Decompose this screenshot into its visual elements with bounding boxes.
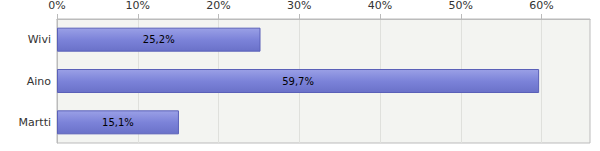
svg-text:30%: 30% bbox=[287, 0, 311, 12]
svg-text:10%: 10% bbox=[126, 0, 150, 12]
svg-text:20%: 20% bbox=[206, 0, 230, 12]
svg-text:40%: 40% bbox=[368, 0, 392, 12]
svg-text:0%: 0% bbox=[48, 0, 65, 12]
svg-text:Aino: Aino bbox=[27, 75, 52, 88]
svg-text:15,1%: 15,1% bbox=[102, 117, 134, 128]
svg-text:25,2%: 25,2% bbox=[143, 34, 175, 45]
svg-text:50%: 50% bbox=[449, 0, 473, 12]
svg-text:59,7%: 59,7% bbox=[282, 76, 314, 87]
svg-text:Wivi: Wivi bbox=[28, 33, 51, 46]
svg-text:60%: 60% bbox=[529, 0, 553, 12]
svg-text:Martti: Martti bbox=[19, 116, 51, 129]
